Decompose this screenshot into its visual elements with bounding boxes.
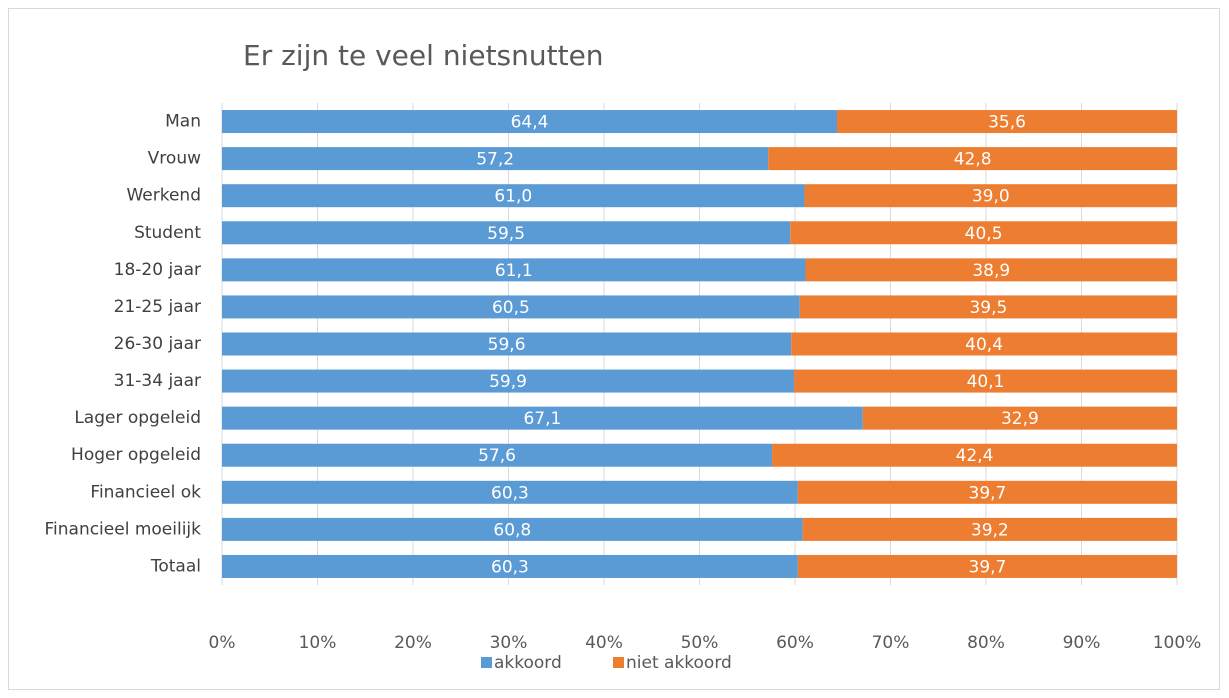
bar-segment — [791, 332, 1177, 356]
y-tick-label: Vrouw — [148, 149, 201, 169]
data-label: 42,8 — [954, 150, 992, 170]
bar-segment — [222, 332, 792, 356]
x-tick-label: 20% — [394, 633, 432, 653]
data-label: 39,2 — [971, 520, 1009, 540]
x-tick-label: 0% — [209, 633, 236, 653]
legend-label: niet akkoord — [626, 653, 732, 673]
data-label: 38,9 — [972, 261, 1010, 281]
data-label: 60,3 — [491, 557, 529, 577]
data-label: 32,9 — [1001, 409, 1039, 429]
data-label: 60,8 — [493, 520, 531, 540]
data-label: 61,0 — [494, 187, 532, 207]
bar-segment — [804, 184, 1177, 208]
data-label: 57,6 — [478, 446, 516, 466]
x-tick-label: 70% — [872, 633, 910, 653]
data-label: 67,1 — [523, 409, 561, 429]
bar-segment — [797, 554, 1177, 578]
bar-segment — [768, 147, 1177, 171]
y-tick-label: Lager opgeleid — [74, 408, 201, 428]
x-tick-label: 40% — [585, 633, 623, 653]
data-label: 39,5 — [969, 298, 1007, 318]
x-tick-label: 30% — [490, 633, 528, 653]
bar-segment — [222, 147, 769, 171]
y-tick-label: Man — [165, 112, 201, 132]
y-tick-label: Hoger opgeleid — [71, 445, 201, 465]
y-tick-label: Werkend — [126, 186, 201, 206]
x-tick-label: 50% — [681, 633, 719, 653]
bar-segment — [222, 554, 798, 578]
data-label: 35,6 — [988, 113, 1026, 133]
y-tick-label: 26-30 jaar — [114, 334, 201, 354]
chart-title: Er zijn te veel nietsnutten — [243, 39, 604, 72]
bar-segment — [772, 443, 1177, 467]
bar-segment — [222, 443, 773, 467]
y-tick-label: Financieel moeilijk — [44, 519, 201, 539]
x-tick-label: 60% — [776, 633, 814, 653]
data-label: 60,3 — [491, 483, 529, 503]
y-tick-label: 31-34 jaar — [114, 371, 201, 391]
data-label: 60,5 — [492, 298, 530, 318]
legend-swatch — [481, 657, 492, 668]
data-label: 59,9 — [489, 372, 527, 392]
bar-segment — [222, 517, 803, 541]
bar-segment — [794, 369, 1177, 393]
legend-swatch — [613, 657, 624, 668]
bar-segment — [799, 295, 1177, 319]
y-tick-label: Totaal — [150, 556, 201, 576]
bar-segment — [222, 221, 791, 245]
y-tick-label: Student — [134, 223, 201, 243]
x-tick-label: 100% — [1153, 633, 1202, 653]
data-label: 59,5 — [487, 224, 525, 244]
bar-segment — [222, 184, 805, 208]
y-tick-label: 18-20 jaar — [114, 260, 201, 280]
y-tick-label: Financieel ok — [90, 482, 201, 502]
data-label: 39,7 — [969, 557, 1007, 577]
data-label: 39,7 — [969, 483, 1007, 503]
data-label: 64,4 — [511, 113, 549, 133]
bar-segment — [222, 110, 838, 134]
bar-segment — [790, 221, 1177, 245]
x-tick-label: 90% — [1063, 633, 1101, 653]
data-label: 61,1 — [495, 261, 533, 281]
data-label: 57,2 — [476, 150, 514, 170]
legend-label: akkoord — [494, 653, 562, 673]
data-label: 59,6 — [488, 335, 526, 355]
data-label: 40,1 — [967, 372, 1005, 392]
bar-segment — [222, 258, 806, 282]
bar-segment — [802, 517, 1177, 541]
bar-segment — [805, 258, 1177, 282]
x-tick-label: 80% — [967, 633, 1005, 653]
bar-segment — [222, 369, 795, 393]
bar-segment — [222, 480, 798, 504]
data-label: 39,0 — [972, 187, 1010, 207]
bar-segment — [222, 406, 863, 430]
bar-segment — [837, 110, 1177, 134]
bar-segment — [222, 295, 800, 319]
y-tick-label: 21-25 jaar — [114, 297, 201, 317]
data-label: 40,5 — [965, 224, 1003, 244]
bar-segment — [797, 480, 1177, 504]
x-tick-label: 10% — [299, 633, 337, 653]
bar-segment — [862, 406, 1177, 430]
data-label: 42,4 — [956, 446, 994, 466]
data-label: 40,4 — [965, 335, 1003, 355]
